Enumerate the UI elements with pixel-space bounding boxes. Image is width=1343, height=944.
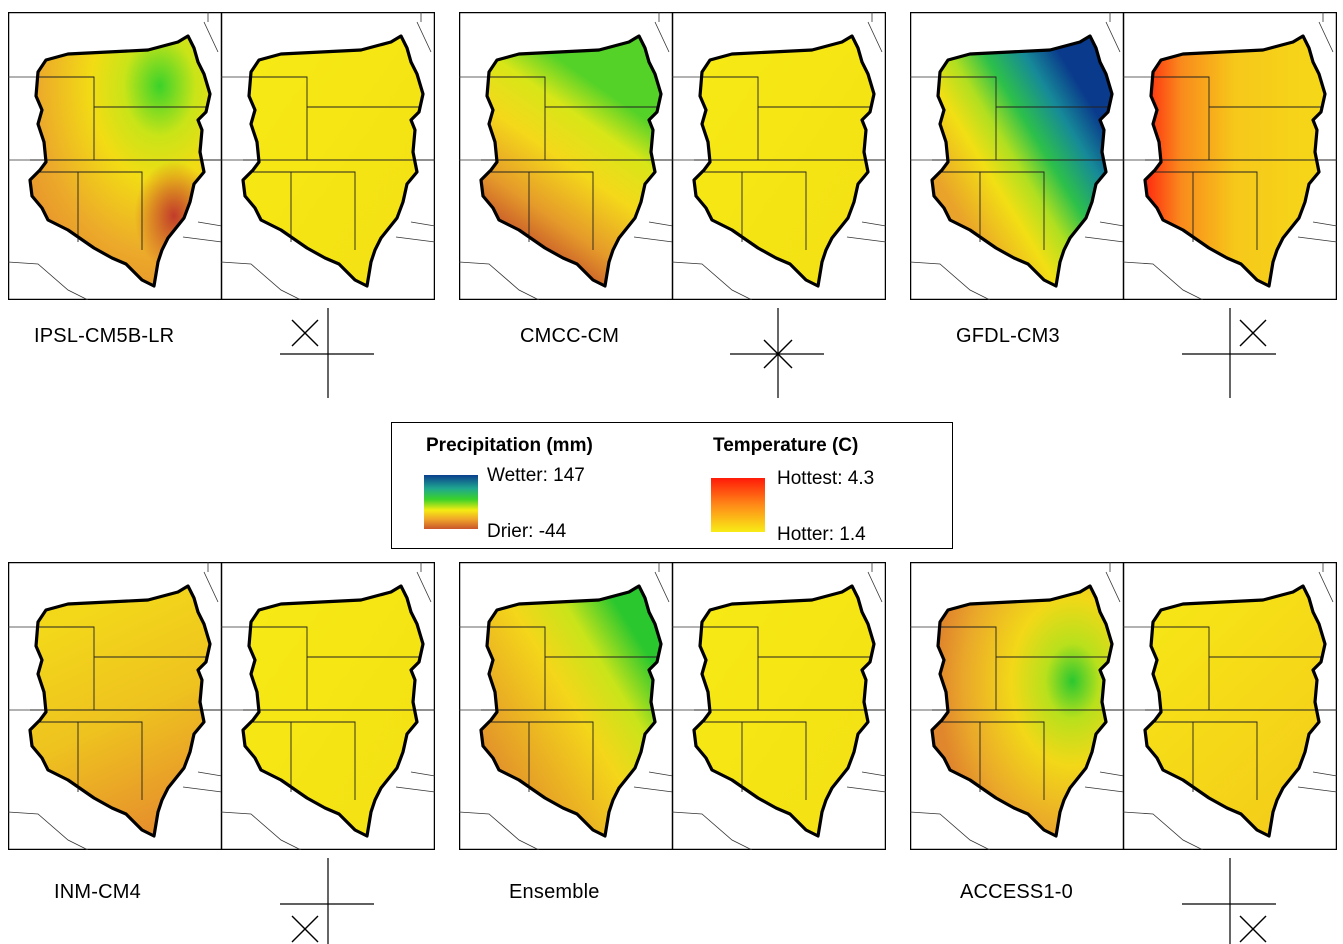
map-panel-cmcc [459,12,889,302]
legend: Precipitation (mm) Wetter: 147 Drier: -4… [391,422,953,549]
precipitation-map [8,562,222,850]
legend-temp-swatch [711,478,765,532]
legend-temp-high: Hottest: 4.3 [777,468,875,489]
precipitation-map [459,562,673,850]
legend-precip-low: Drier: -44 [487,521,567,542]
quadrant-glyph-cmcc [730,308,824,398]
precipitation-map [910,12,1124,300]
quadrant-glyph-ipsl [280,308,374,398]
legend-temp-low: Hotter: 1.4 [777,524,866,545]
legend-precip-high: Wetter: 147 [487,465,585,486]
map-panel-ensemble [459,562,889,852]
temperature-map [1123,562,1337,850]
map-panel-ipsl [8,12,438,302]
map-panel-gfdl [910,12,1340,302]
temperature-map [1123,12,1337,300]
legend-precip-swatch [424,475,478,529]
precipitation-map [8,12,222,300]
precipitation-map [910,562,1124,850]
quadrant-glyph-gfdl [1182,308,1276,398]
quadrant-glyph-access [1182,858,1276,944]
legend-precip-title: Precipitation (mm) [426,435,593,456]
model-label-ipsl: IPSL-CM5B-LR [34,325,175,347]
model-label-access: ACCESS1-0 [960,881,1073,903]
model-label-inm: INM-CM4 [54,881,141,903]
map-panel-access [910,562,1340,852]
temperature-map [672,562,886,850]
temperature-map [221,562,435,850]
map-panel-inm [8,562,438,852]
temperature-map [221,12,435,300]
precipitation-map [459,12,673,300]
model-label-ensemble: Ensemble [509,881,600,903]
legend-temp-title: Temperature (C) [713,435,859,456]
model-label-cmcc: CMCC-CM [520,325,620,347]
temperature-map [672,12,886,300]
model-label-gfdl: GFDL-CM3 [956,325,1060,347]
quadrant-glyph-inm [280,858,374,944]
